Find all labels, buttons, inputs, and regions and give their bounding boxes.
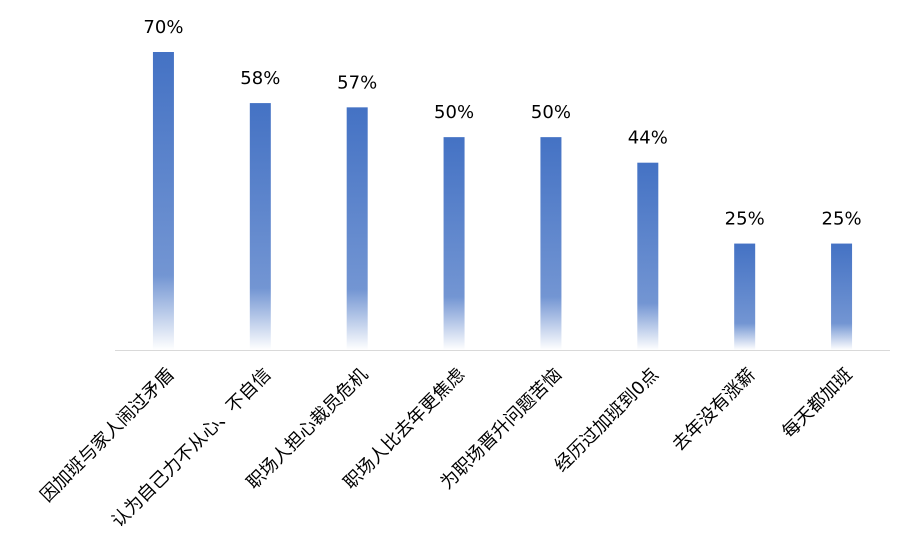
bar bbox=[734, 243, 756, 350]
x-tick-label: 去年没有涨薪 bbox=[669, 364, 760, 455]
bar bbox=[249, 103, 271, 350]
x-tick-label: 每天都加班 bbox=[778, 364, 856, 442]
value-label: 25% bbox=[822, 209, 862, 230]
bar bbox=[152, 52, 174, 350]
x-tick-label: 经历过加班到0点 bbox=[551, 364, 663, 476]
bar bbox=[346, 107, 368, 350]
value-label: 58% bbox=[240, 68, 280, 89]
bar bbox=[540, 137, 562, 350]
value-label: 50% bbox=[434, 102, 474, 123]
value-label: 70% bbox=[143, 17, 183, 38]
bar bbox=[831, 243, 853, 350]
bar bbox=[637, 162, 659, 350]
bar bbox=[443, 137, 465, 350]
value-label: 44% bbox=[628, 128, 668, 149]
x-tick-label: 认为自己力不从心、不自信 bbox=[108, 364, 276, 532]
value-label: 57% bbox=[337, 72, 377, 93]
value-label: 50% bbox=[531, 102, 571, 123]
value-label: 25% bbox=[725, 209, 765, 230]
